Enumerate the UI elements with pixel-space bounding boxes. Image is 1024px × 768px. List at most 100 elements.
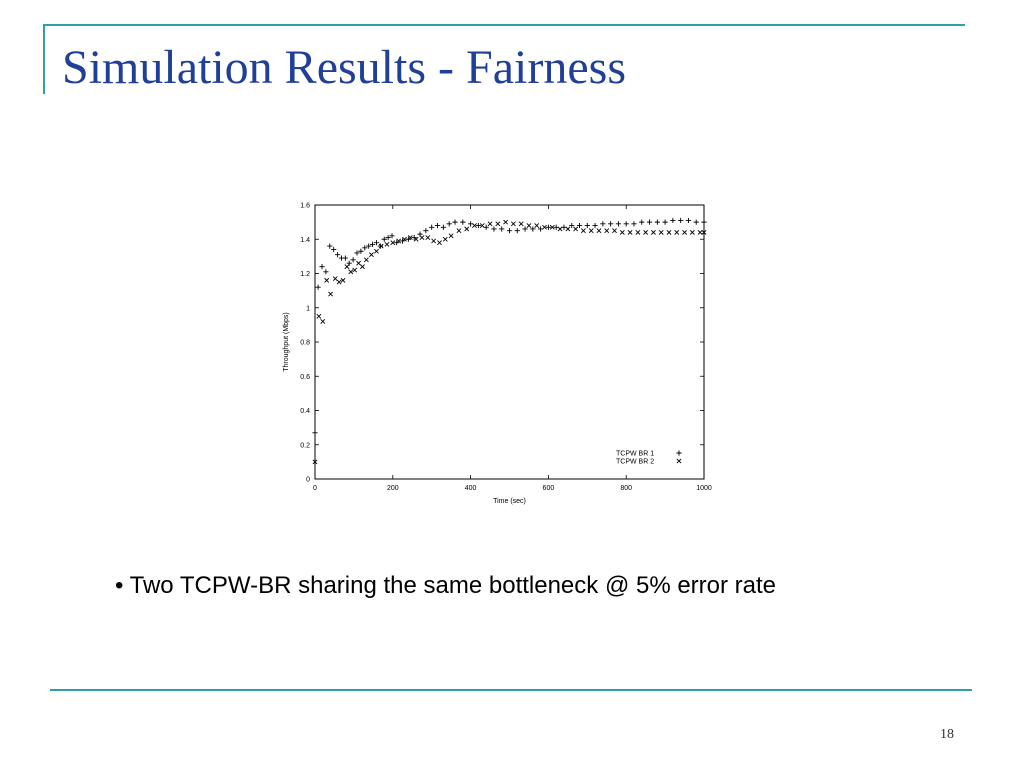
- x-tick-label: 800: [620, 485, 632, 492]
- data-point-series-1: [452, 219, 458, 225]
- data-point-series-2: [542, 224, 547, 230]
- legend-label: TCPW BR 1: [616, 451, 654, 458]
- data-point-series-1: [389, 233, 395, 239]
- y-tick-label: 0.6: [300, 374, 310, 381]
- data-point-series-1: [545, 224, 551, 230]
- data-point-series-2: [619, 229, 625, 235]
- data-point-series-1: [312, 430, 318, 436]
- data-point-series-1: [323, 269, 329, 275]
- data-point-series-1: [569, 222, 575, 229]
- data-point-series-2: [390, 240, 396, 246]
- data-point-series-2: [425, 235, 431, 240]
- data-point-series-2: [431, 238, 437, 244]
- bottom-rule: [50, 689, 972, 691]
- data-point-series-2: [320, 319, 326, 324]
- data-point-series-2: [396, 238, 402, 244]
- x-tick-label: 0: [313, 485, 317, 492]
- data-point-series-1: [429, 224, 435, 230]
- data-point-series-2: [448, 233, 454, 239]
- data-point-series-1: [381, 236, 387, 242]
- data-point-series-2: [472, 223, 477, 228]
- data-point-series-2: [588, 228, 594, 234]
- data-point-series-1: [342, 255, 348, 261]
- y-tick-label: 0.2: [300, 442, 310, 449]
- data-point-series-2: [340, 277, 346, 283]
- data-point-series-1: [346, 260, 352, 266]
- data-point-series-2: [503, 219, 509, 225]
- data-point-series-1: [377, 243, 383, 249]
- data-point-series-1: [701, 219, 707, 225]
- x-tick-label: 400: [465, 485, 477, 492]
- data-point-series-1: [491, 226, 497, 232]
- data-point-series-2: [674, 229, 680, 235]
- data-point-series-2: [407, 235, 413, 240]
- data-point-series-2: [437, 240, 442, 246]
- top-rule: [43, 24, 965, 26]
- data-point-series-2: [666, 229, 672, 235]
- data-point-series-1: [670, 217, 676, 224]
- data-point-series-1: [693, 219, 699, 225]
- data-point-series-1: [654, 219, 660, 225]
- data-point-series-2: [635, 229, 641, 235]
- data-point-series-1: [576, 222, 583, 229]
- data-point-series-1: [506, 228, 513, 234]
- data-point-series-2: [510, 221, 516, 227]
- legend-label: TCPW BR 2: [616, 459, 654, 466]
- data-point-series-2: [384, 241, 390, 247]
- data-point-series-2: [658, 229, 664, 235]
- data-point-series-1: [440, 224, 446, 230]
- left-rule: [43, 24, 45, 94]
- data-point-series-2: [360, 264, 365, 270]
- data-point-series-1: [369, 241, 376, 247]
- plot-frame: [314, 204, 705, 480]
- data-point-series-2: [413, 236, 419, 242]
- x-tick-label: 600: [543, 485, 555, 492]
- y-tick-label: 1: [306, 305, 310, 312]
- data-point-series-1: [446, 221, 452, 227]
- data-point-series-2: [580, 228, 586, 234]
- data-point-series-2: [573, 226, 579, 232]
- data-point-series-2: [419, 235, 425, 240]
- legend-marker: [676, 458, 682, 464]
- data-point-series-2: [348, 269, 354, 275]
- data-point-series-2: [332, 276, 338, 282]
- data-point-series-1: [434, 222, 441, 229]
- data-point-series-2: [464, 226, 470, 232]
- y-tick-label: 1.2: [300, 271, 310, 278]
- data-point-series-2: [352, 267, 358, 273]
- legend-marker: [676, 450, 682, 456]
- data-point-series-1: [631, 221, 637, 227]
- data-point-series-2: [612, 228, 617, 234]
- data-point-series-1: [584, 222, 590, 229]
- data-point-series-2: [557, 226, 563, 232]
- data-point-series-2: [487, 221, 493, 227]
- data-point-series-2: [643, 229, 649, 235]
- data-point-series-2: [518, 221, 524, 227]
- data-point-series-1: [327, 243, 333, 249]
- data-point-series-1: [358, 248, 364, 254]
- data-point-series-2: [368, 252, 374, 258]
- data-point-series-1: [685, 217, 692, 224]
- data-point-series-2: [324, 277, 330, 283]
- data-point-series-2: [596, 228, 602, 234]
- data-point-series-1: [354, 250, 360, 256]
- y-tick-label: 0: [306, 477, 310, 484]
- data-point-series-2: [526, 223, 532, 228]
- data-point-series-2: [651, 229, 656, 235]
- y-tick-label: 1.4: [300, 237, 310, 244]
- y-tick-label: 0.4: [300, 408, 310, 415]
- data-point-series-2: [378, 243, 384, 249]
- data-point-series-2: [442, 236, 448, 242]
- data-point-series-1: [662, 219, 668, 225]
- data-point-series-2: [495, 221, 501, 227]
- data-point-series-1: [530, 226, 536, 232]
- data-point-series-1: [615, 221, 622, 227]
- page-number: 18: [940, 727, 954, 742]
- data-point-series-1: [362, 245, 368, 251]
- throughput-chart: 0 200 400 600 800 1000 0 0.2 0.4 0.6 0.8 1 1.2 1.4 1.6…: [283, 203, 712, 506]
- data-point-series-1: [514, 228, 520, 234]
- bullet-point: • Two TCPW-BR sharing the same bottlenec…: [115, 572, 777, 599]
- data-point-series-1: [499, 226, 505, 232]
- data-point-series-2: [549, 224, 555, 230]
- data-point-series-1: [608, 221, 614, 227]
